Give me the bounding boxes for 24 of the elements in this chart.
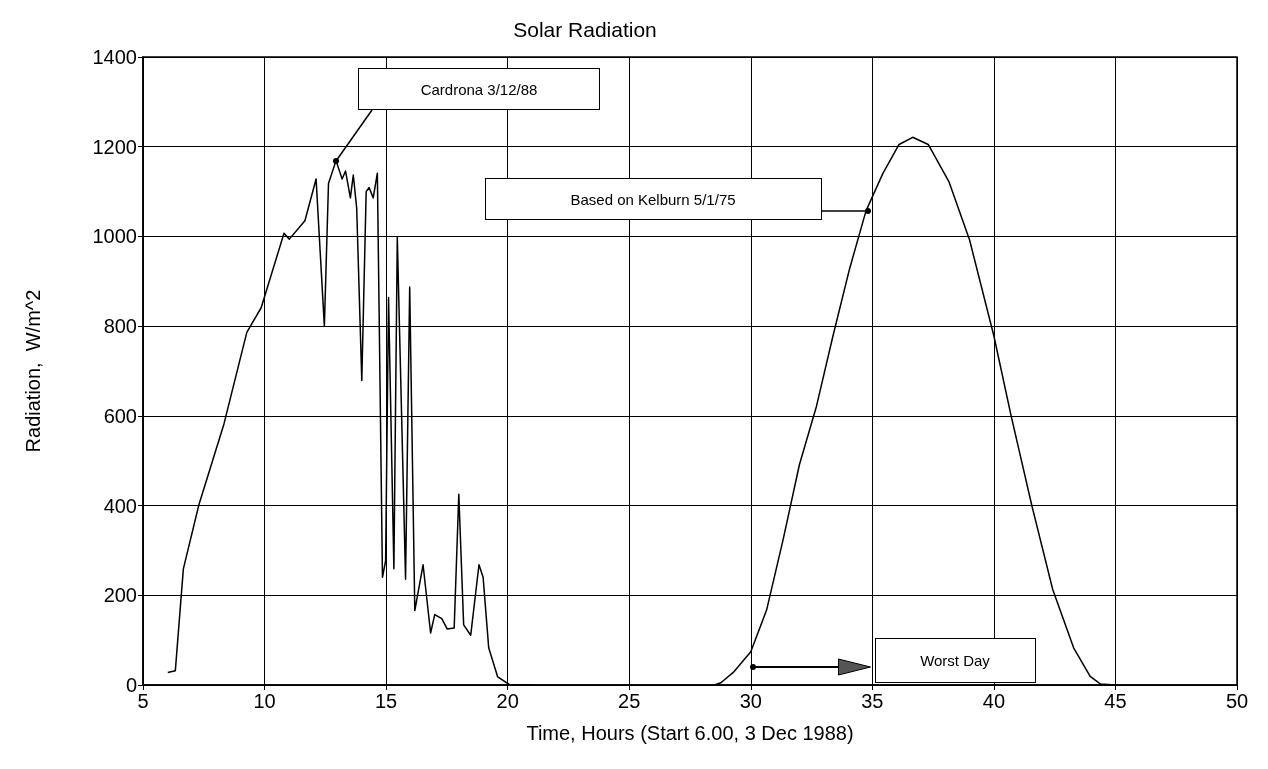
y-tick-label: 800 (103, 315, 137, 338)
y-axis-title: Radiation, W/m^2 (22, 289, 44, 453)
y-tick-label: 400 (103, 494, 137, 517)
y-tick-label: 200 (103, 584, 137, 607)
y-tick-label: 0 (125, 674, 137, 696)
annotation: Cardrona 3/12/88 (420, 80, 538, 98)
x-tick-label: 45 (1104, 690, 1127, 712)
y-tick-label: 1200 (92, 135, 137, 158)
x-tick-label: 35 (861, 690, 884, 712)
y-tick-label: 1400 (92, 46, 137, 68)
chart-title: Solar Radiation (513, 18, 657, 41)
x-axis-title: Time, Hours (Start 6.00, 3 Dec 1988) (526, 722, 854, 744)
x-tick-label: 15 (374, 690, 398, 712)
annotation: Based on Kelburn 5/1/75 (570, 190, 736, 208)
y-tick-label: 600 (103, 404, 137, 427)
x-tick-label: 25 (618, 690, 641, 712)
annotation: Worst Day (920, 651, 990, 669)
x-tick-label: 20 (496, 690, 519, 712)
x-tick-label: 30 (739, 690, 762, 712)
y-tick-label: 1000 (92, 225, 137, 248)
x-tick-label: 50 (1225, 690, 1249, 712)
x-tick-label: 10 (253, 690, 276, 712)
x-tick-label: 40 (982, 690, 1006, 712)
x-tick-label: 5 (137, 690, 149, 712)
